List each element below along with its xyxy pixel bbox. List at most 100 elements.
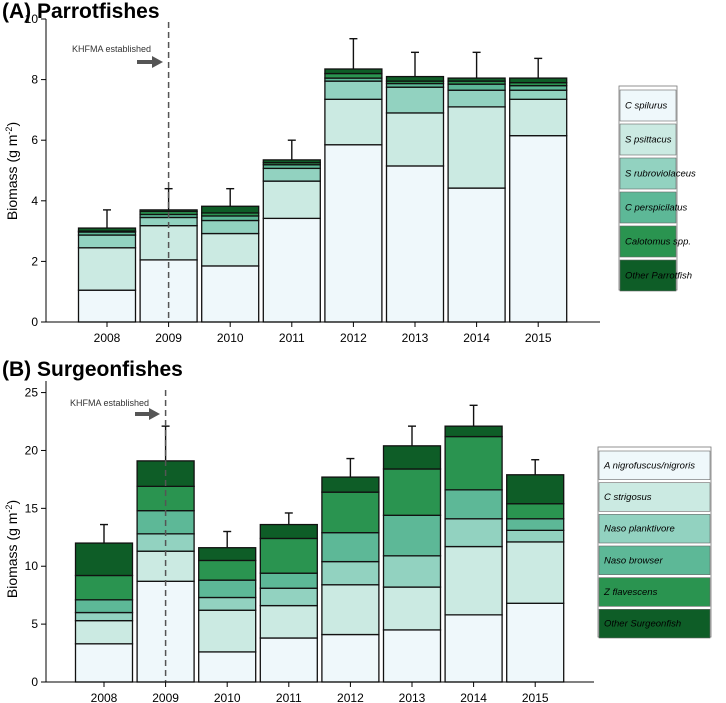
bar-segment-other-surgeonfish bbox=[506, 474, 565, 505]
legend-entry: Z flavescens bbox=[603, 587, 658, 598]
legend-entry: A nigrofuscus/nigroris bbox=[603, 460, 695, 471]
bar-segment-calotomus-spp- bbox=[324, 72, 383, 79]
x-tick-label: 2009 bbox=[152, 691, 179, 703]
legend-entry: S psittacus bbox=[625, 135, 672, 146]
bar-segment-other-parrotfish bbox=[447, 77, 506, 82]
bar-segment-s-rubroviolaceus bbox=[324, 80, 383, 100]
legend-entry: S rubroviolaceus bbox=[625, 169, 696, 180]
bar-segment-s-rubroviolaceus bbox=[77, 234, 137, 249]
bar-segment-c-perspicilatus bbox=[447, 83, 506, 91]
bar-segment-s-psittacus bbox=[201, 232, 260, 267]
y-tick-label: 2 bbox=[31, 254, 38, 268]
bar-segment-a-nigrofuscus-nigroris bbox=[382, 629, 442, 683]
bar-segment-other-surgeonfish bbox=[444, 425, 503, 438]
x-tick-label: 2015 bbox=[522, 691, 549, 703]
bar-segment-s-psittacus bbox=[324, 98, 383, 146]
y-tick-label: 15 bbox=[25, 501, 39, 515]
x-tick-label: 2011 bbox=[276, 691, 302, 703]
plot-area bbox=[77, 22, 568, 323]
bar-segment-c-strigosus bbox=[198, 609, 257, 653]
bar-segment-naso-planktivore bbox=[382, 555, 442, 588]
legend-swatch bbox=[619, 89, 677, 122]
khfma-annotation: KHFMA established bbox=[72, 44, 151, 54]
bar-segment-z-flavescens bbox=[382, 468, 442, 516]
bar-segment-c-strigosus bbox=[74, 619, 134, 645]
y-tick-label: 25 bbox=[25, 386, 39, 400]
bar-segment-a-nigrofuscus-nigroris bbox=[321, 633, 380, 683]
y-tick-label: 4 bbox=[31, 194, 38, 208]
legend-swatch bbox=[598, 577, 711, 607]
legend-swatch bbox=[598, 450, 711, 480]
bar-segment-c-perspicilatus bbox=[201, 215, 260, 222]
y-axis: 0 2 4 6 8 10 bbox=[25, 12, 47, 329]
legend-entry: Naso planktivore bbox=[604, 524, 675, 535]
bar-segment-c-spilurus bbox=[447, 187, 506, 323]
y-tick-label: 10 bbox=[25, 559, 39, 573]
bar-segment-c-spilurus bbox=[509, 135, 568, 323]
x-tick-label: 2015 bbox=[525, 331, 552, 345]
y-tick-label: 20 bbox=[25, 443, 39, 457]
bar-segment-other-surgeonfish bbox=[259, 523, 318, 540]
x-tick-label: 2012 bbox=[337, 691, 364, 703]
arrow-head-icon bbox=[149, 408, 160, 420]
legend-swatch bbox=[619, 123, 677, 156]
y-axis: 0 5 10 15 20 25 bbox=[25, 381, 47, 689]
legend-swatch bbox=[619, 191, 677, 224]
bar-segment-c-spilurus bbox=[77, 289, 137, 323]
x-tick-label: 2008 bbox=[94, 331, 121, 345]
legend-entry: Naso browser bbox=[604, 555, 663, 566]
bar-segment-other-parrotfish bbox=[509, 77, 568, 84]
bar-segment-s-rubroviolaceus bbox=[509, 89, 568, 100]
bar-segment-naso-planktivore bbox=[259, 587, 318, 607]
bar-segment-naso-browser bbox=[259, 572, 318, 589]
chart-title: (B) Surgeonfishes bbox=[2, 358, 183, 381]
bar-segment-z-flavescens bbox=[74, 574, 134, 601]
bar-segment-c-strigosus bbox=[444, 545, 503, 616]
legend-entry: Other Surgeonfish bbox=[604, 619, 681, 630]
bar-segment-other-parrotfish bbox=[324, 68, 383, 75]
y-tick-label: 6 bbox=[31, 133, 38, 147]
legend-swatch bbox=[598, 482, 711, 512]
surgeonfishes-panel: (B) Surgeonfishes 0 5 10 15 20 25 2008 2009 201… bbox=[2, 358, 712, 703]
bar-segment-z-flavescens bbox=[259, 537, 318, 574]
legend-swatch bbox=[619, 259, 677, 292]
bar-segment-a-nigrofuscus-nigroris bbox=[74, 643, 134, 683]
bar-segment-naso-browser bbox=[198, 579, 257, 599]
bar-segment-other-parrotfish bbox=[201, 205, 260, 214]
bar-segment-naso-browser bbox=[382, 514, 442, 557]
bar-segment-a-nigrofuscus-nigroris bbox=[506, 602, 565, 683]
bar-segment-z-flavescens bbox=[444, 435, 503, 491]
bar-segment-s-rubroviolaceus bbox=[262, 167, 321, 182]
x-tick-label: 2008 bbox=[91, 691, 118, 703]
legend-swatch bbox=[598, 545, 711, 575]
x-tick-label: 2010 bbox=[214, 691, 241, 703]
x-tick-label: 2012 bbox=[340, 331, 367, 345]
y-tick-label: 5 bbox=[31, 617, 38, 631]
legend-swatch bbox=[598, 609, 711, 639]
legend-swatch bbox=[619, 157, 677, 190]
x-tick-label: 2010 bbox=[217, 331, 244, 345]
x-axis: 2008 2009 2010 2011 2012 2013 2014 2015 bbox=[46, 321, 600, 345]
bar-segment-s-psittacus bbox=[447, 106, 506, 189]
plot-area bbox=[74, 390, 565, 683]
bar-segment-c-strigosus bbox=[259, 604, 318, 639]
legend-entry: Calotomus spp. bbox=[625, 237, 691, 248]
bar-segment-other-surgeonfish bbox=[198, 547, 257, 562]
x-tick-label: 2014 bbox=[460, 691, 487, 703]
khfma-annotation: KHFMA established bbox=[70, 398, 149, 408]
bar-segment-z-flavescens bbox=[321, 491, 380, 534]
bar-segment-other-parrotfish bbox=[77, 227, 137, 232]
legend: A nigrofuscus/nigroris C strigosus Naso pl… bbox=[597, 446, 712, 639]
bar-segment-s-psittacus bbox=[509, 98, 568, 137]
legend-swatch bbox=[619, 225, 677, 258]
bar-segment-s-rubroviolaceus bbox=[201, 219, 260, 235]
bar-segment-naso-planktivore bbox=[74, 611, 134, 622]
bar-segment-c-strigosus bbox=[506, 541, 565, 604]
bar-segment-naso-browser bbox=[74, 599, 134, 614]
bar-segment-z-flavescens bbox=[198, 559, 257, 581]
parrotfishes-panel: (A) Parrotfishes 0 2 4 6 8 10 2008 2009 2010 201… bbox=[2, 0, 696, 345]
bar-segment-other-surgeonfish bbox=[74, 542, 134, 577]
bar-segment-c-strigosus bbox=[321, 584, 380, 636]
y-tick-label: 10 bbox=[25, 12, 39, 26]
